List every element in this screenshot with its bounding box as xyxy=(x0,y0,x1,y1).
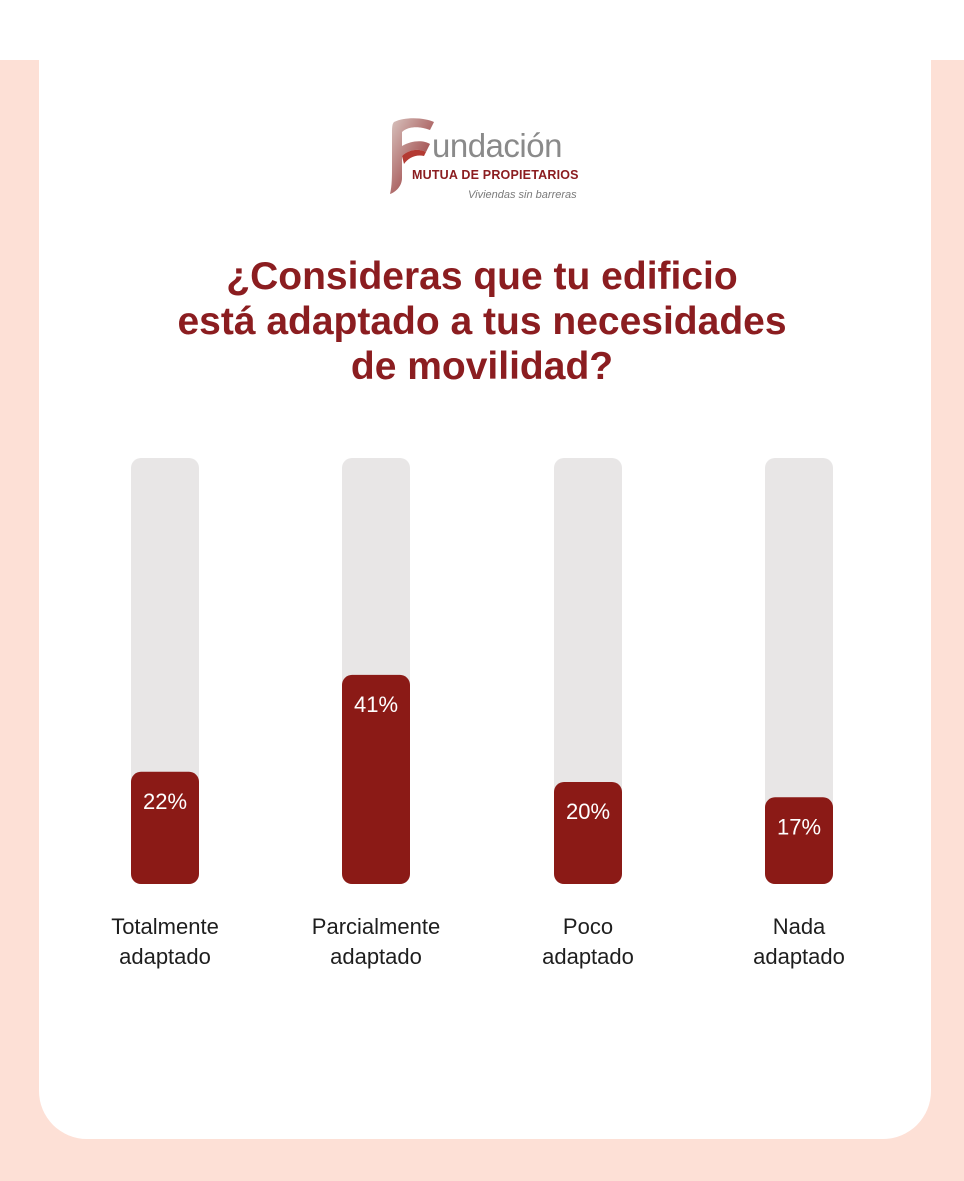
bar-value-label: 20% xyxy=(566,799,610,824)
category-label: Poco adaptado xyxy=(498,912,678,972)
chart-title-line: de movilidad? xyxy=(350,345,614,388)
bar-value-label: 41% xyxy=(354,692,398,717)
category-label-line: Totalmente xyxy=(111,914,219,939)
bar-value-label: 22% xyxy=(143,789,187,814)
logo: undación MUTUA DE PROPIETARIOS Viviendas… xyxy=(386,116,590,208)
category-label-line: adaptado xyxy=(330,944,422,969)
logo-f-icon xyxy=(390,118,434,194)
category-label-line: adaptado xyxy=(119,944,211,969)
bar-2 xyxy=(342,674,410,884)
bar-track xyxy=(554,458,622,884)
category-label-line: Parcialmente xyxy=(311,914,441,939)
category-label: Nada adaptado xyxy=(709,912,889,972)
logo-tagline: Viviendas sin barreras xyxy=(468,189,577,201)
category-label: Parcialmente adaptado xyxy=(286,912,466,972)
bar-track xyxy=(765,458,833,884)
logo-wordmark: undación xyxy=(432,127,562,164)
chart-title-line: está adaptado a tus necesidades xyxy=(177,300,787,343)
chart-title: ¿Consideras que tu edificio está adaptad… xyxy=(60,254,904,389)
bar-3 xyxy=(554,782,622,884)
category-label-line: adaptado xyxy=(542,944,634,969)
category-label: Totalmente adaptado xyxy=(75,912,255,972)
category-label-line: Poco xyxy=(562,914,614,939)
bar-value-label: 17% xyxy=(777,814,821,839)
bar-4 xyxy=(765,797,833,884)
category-label-line: Nada xyxy=(772,914,826,939)
logo-subtitle: MUTUA DE PROPIETARIOS xyxy=(412,168,579,182)
chart-title-line: ¿Consideras que tu edificio xyxy=(226,255,738,298)
category-label-line: adaptado xyxy=(753,944,845,969)
bar-1 xyxy=(131,771,199,884)
